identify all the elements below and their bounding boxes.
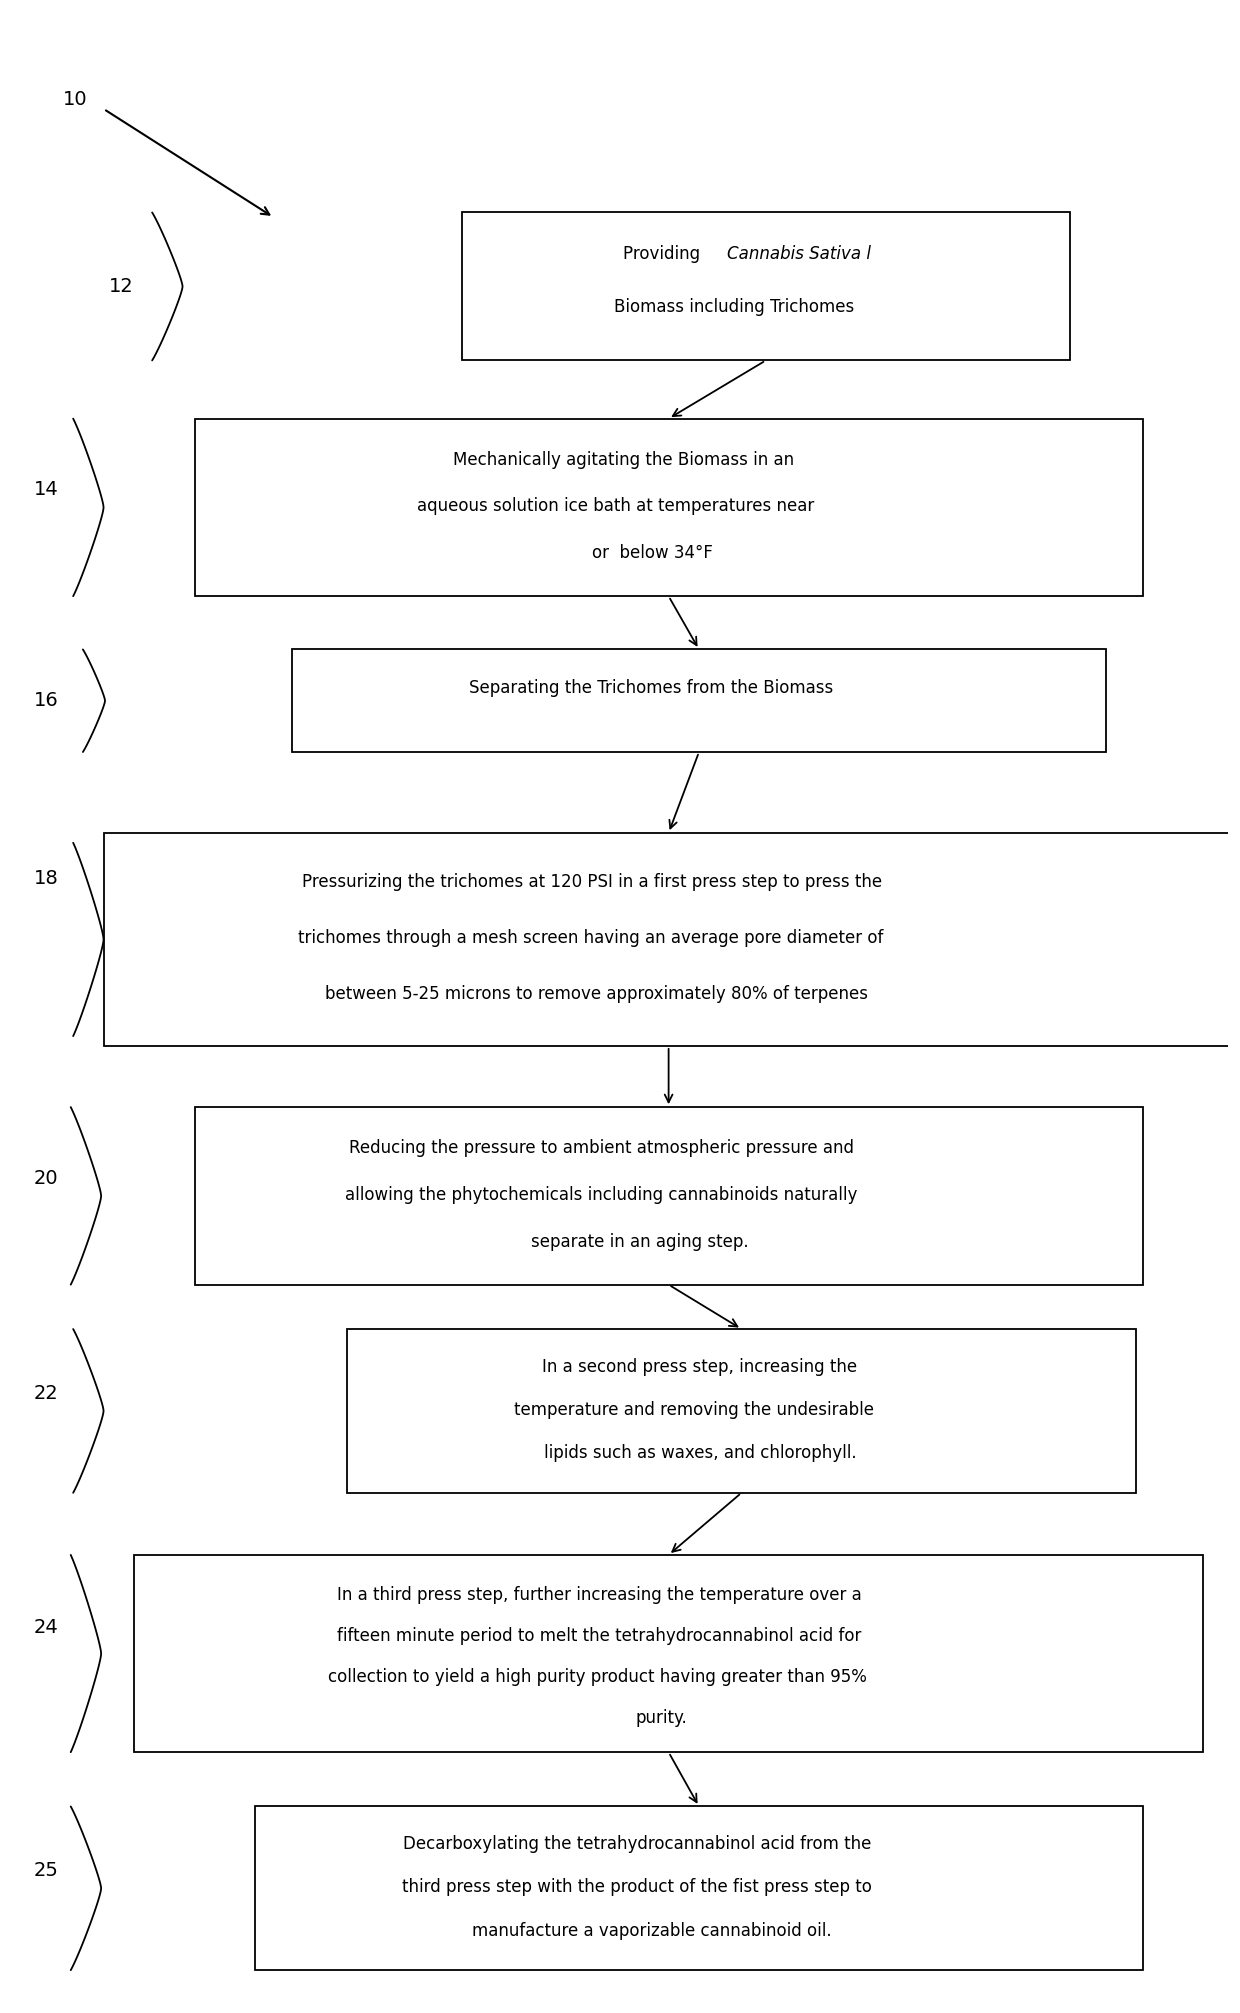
Text: 16: 16 [33, 690, 58, 711]
Bar [195, 419, 1142, 596]
Bar [255, 1806, 1142, 1971]
Text: or  below 34°F: or below 34°F [593, 544, 713, 562]
Text: 20: 20 [33, 1170, 58, 1188]
Text: 10: 10 [63, 89, 88, 109]
Bar [195, 1107, 1142, 1284]
Text: 18: 18 [33, 870, 58, 888]
Bar [134, 1554, 1203, 1751]
Text: between 5-25 microns to remove approximately 80% of terpenes: between 5-25 microns to remove approxima… [325, 986, 868, 1002]
Text: In a second press step, increasing the: In a second press step, increasing the [542, 1359, 857, 1377]
Bar [104, 833, 1234, 1047]
Text: collection to yield a high purity product having greater than 95%: collection to yield a high purity produc… [327, 1669, 867, 1687]
Text: Mechanically agitating the Biomass in an: Mechanically agitating the Biomass in an [453, 451, 794, 469]
Text: separate in an aging step.: separate in an aging step. [531, 1232, 749, 1250]
Text: 12: 12 [109, 278, 134, 296]
Text: Decarboxylating the tetrahydrocannabinol acid from the: Decarboxylating the tetrahydrocannabinol… [403, 1836, 872, 1854]
Text: lipids such as waxes, and chlorophyll.: lipids such as waxes, and chlorophyll. [544, 1443, 857, 1461]
Bar [346, 1329, 1136, 1494]
Text: Separating the Trichomes from the Biomass: Separating the Trichomes from the Biomas… [469, 678, 833, 696]
Text: Biomass including Trichomes: Biomass including Trichomes [614, 298, 854, 316]
Text: In a third press step, further increasing the temperature over a: In a third press step, further increasin… [337, 1586, 862, 1604]
Text: 25: 25 [33, 1862, 58, 1880]
Text: Pressurizing the trichomes at 120 PSI in a first press step to press the: Pressurizing the trichomes at 120 PSI in… [301, 874, 882, 892]
Text: 14: 14 [33, 481, 58, 499]
Text: manufacture a vaporizable cannabinoid oil.: manufacture a vaporizable cannabinoid oi… [471, 1922, 831, 1941]
Text: trichomes through a mesh screen having an average pore diameter of: trichomes through a mesh screen having a… [299, 930, 884, 948]
Text: 24: 24 [33, 1618, 58, 1637]
Bar [291, 650, 1106, 753]
Text: purity.: purity. [636, 1709, 688, 1727]
Bar [463, 213, 1070, 360]
Text: third press step with the product of the fist press step to: third press step with the product of the… [402, 1878, 872, 1896]
Text: allowing the phytochemicals including cannabinoids naturally: allowing the phytochemicals including ca… [345, 1186, 857, 1204]
Text: Providing: Providing [622, 246, 706, 262]
Text: aqueous solution ice bath at temperatures near: aqueous solution ice bath at temperature… [418, 497, 815, 515]
Text: Reducing the pressure to ambient atmospheric pressure and: Reducing the pressure to ambient atmosph… [350, 1139, 854, 1157]
Text: 22: 22 [33, 1383, 58, 1403]
Text: temperature and removing the undesirable: temperature and removing the undesirable [513, 1401, 874, 1419]
Text: fifteen minute period to melt the tetrahydrocannabinol acid for: fifteen minute period to melt the tetrah… [337, 1627, 862, 1645]
Text: Cannabis Sativa l: Cannabis Sativa l [727, 246, 870, 262]
